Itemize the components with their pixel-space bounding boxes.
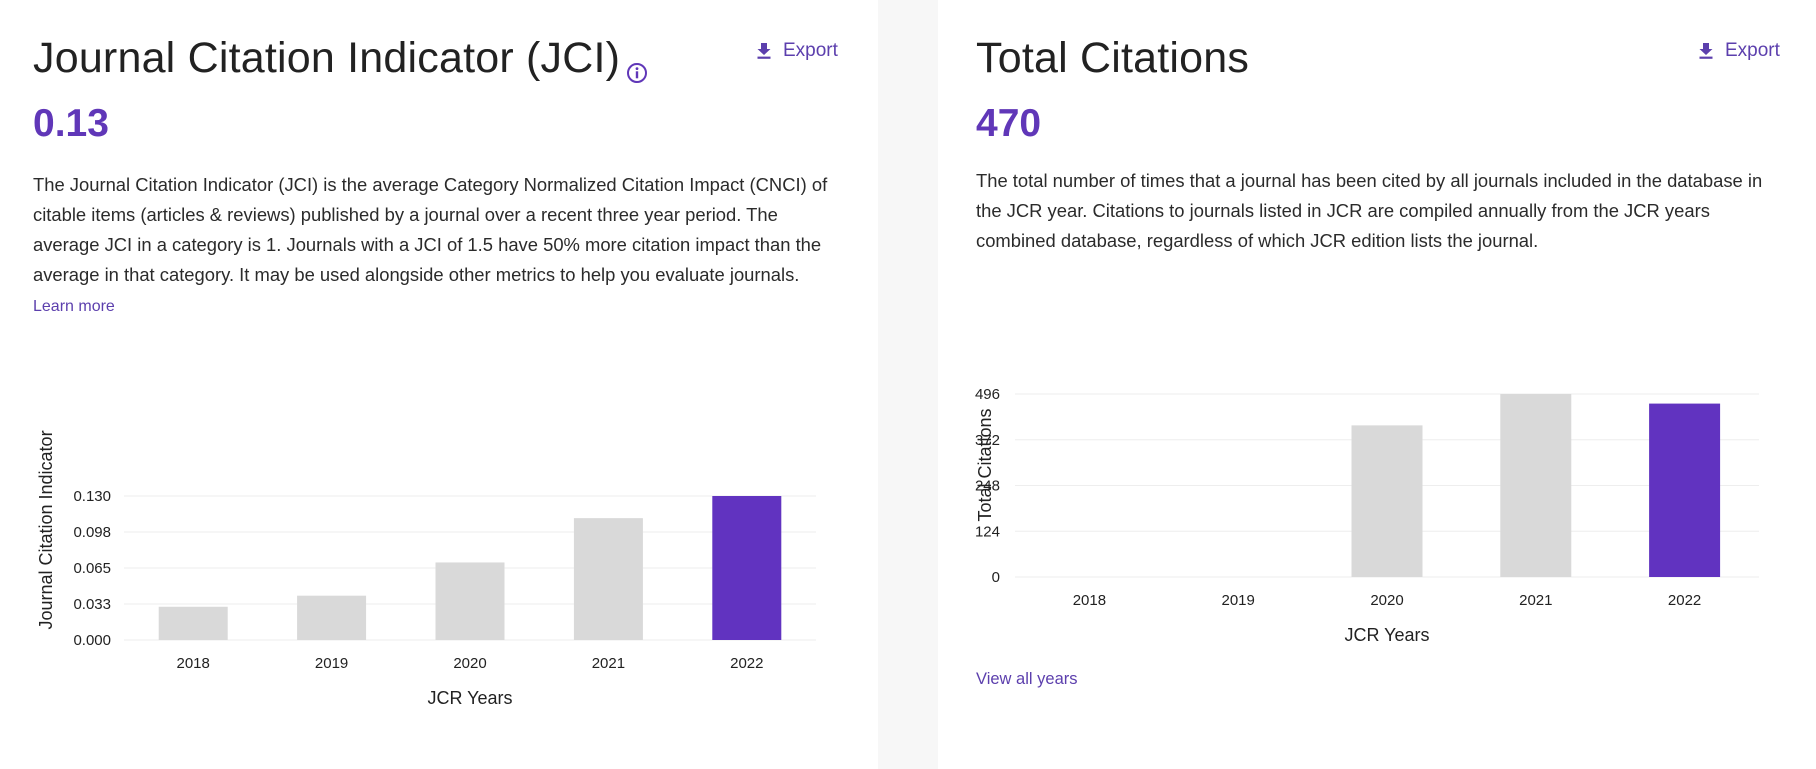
bar-2019 [297,595,367,640]
jci-title: Journal Citation Indicator (JCI) [33,34,621,82]
bar-2022 [1649,403,1721,577]
bar-2021 [573,518,643,640]
x-tick-label: 2018 [177,655,210,672]
y-tick-label: 0.098 [73,524,111,541]
learn-more-link[interactable]: Learn more [33,298,115,315]
total-citations-bar-chart: 0 124 248 372 496 2018 2019 2020 2021 2022 JCR Yea… [975,386,1759,645]
jci-export-button[interactable]: Export [757,40,838,62]
y-tick-label: 0.033 [73,596,111,613]
jci-metric-value: 0.13 [33,102,109,145]
bar-2018 [158,606,228,640]
x-tick-label: 2021 [1519,592,1552,609]
jci-description-text: The Journal Citation Indicator (JCI) is … [33,174,828,285]
total-citations-panel: Total Citations Export 470 The total num… [938,0,1816,769]
y-axis-title: Journal Citation Indicator [36,430,56,629]
y-axis-title: Total Citations [975,408,995,521]
x-tick-label: 2022 [730,655,763,672]
y-tick-label: 248 [975,478,1000,495]
tc-title-row: Total Citations [976,30,1249,86]
bar-2020 [435,562,505,640]
x-axis-title: JCR Years [427,688,512,708]
x-tick-label: 2019 [315,655,348,672]
view-all-years-link[interactable]: View all years [976,670,1078,688]
x-axis-title: JCR Years [1344,625,1429,645]
y-tick-label: 0.000 [73,632,111,649]
x-tick-label: 2020 [1370,592,1403,609]
y-tick-label: 0.065 [73,560,111,577]
jci-description: The Journal Citation Indicator (JCI) is … [33,170,843,322]
tc-description: The total number of times that a journal… [976,170,1763,251]
info-circle-icon[interactable] [626,62,648,84]
jci-panel: Journal Citation Indicator (JCI) Export … [0,0,878,769]
y-tick-label: 124 [975,523,1000,540]
x-tick-label: 2020 [453,655,486,672]
x-tick-label: 2022 [1668,592,1701,609]
y-tick-label: 496 [975,386,1000,403]
jci-title-row: Journal Citation Indicator (JCI) [33,30,648,86]
tc-metric-value: 470 [976,102,1042,145]
y-tick-label: 0 [992,569,1000,586]
jci-export-label: Export [783,40,838,61]
tc-title: Total Citations [976,34,1250,82]
y-tick-label: 0.130 [73,488,111,505]
tc-export-button[interactable]: Export [1699,40,1780,62]
x-tick-label: 2021 [592,655,625,672]
y-tick-label: 372 [975,432,1000,449]
download-icon [757,43,771,59]
tc-export-label: Export [1725,40,1780,61]
x-tick-label: 2019 [1222,592,1255,609]
panel-gutter [878,0,938,769]
bar-2021 [1500,394,1572,577]
bar-2020 [1351,425,1423,577]
download-icon [1699,43,1713,59]
jci-bar-chart: 0.000 0.033 0.065 0.098 0.130 2018 2019 2020 202… [36,430,816,708]
bar-2022 [712,496,782,640]
x-tick-label: 2018 [1073,592,1106,609]
